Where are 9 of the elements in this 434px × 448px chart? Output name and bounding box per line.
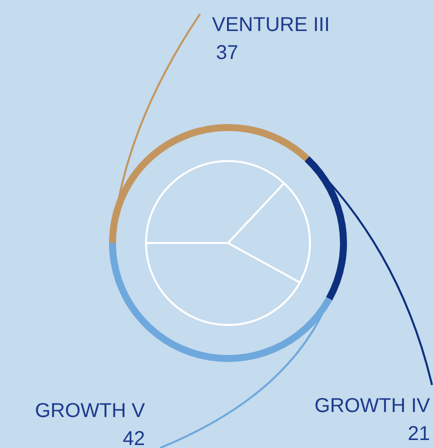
- slice-label: VENTURE III: [212, 14, 330, 36]
- donut-slice: [109, 243, 332, 362]
- donut-slice: [109, 124, 310, 243]
- data-label: 21: [408, 423, 430, 445]
- data-label: 42: [122, 428, 145, 448]
- data-label: 37: [216, 42, 238, 64]
- donut-slice: [304, 156, 347, 300]
- slice-label: GROWTH IV: [314, 395, 431, 417]
- slice-label: GROWTH V: [35, 400, 146, 422]
